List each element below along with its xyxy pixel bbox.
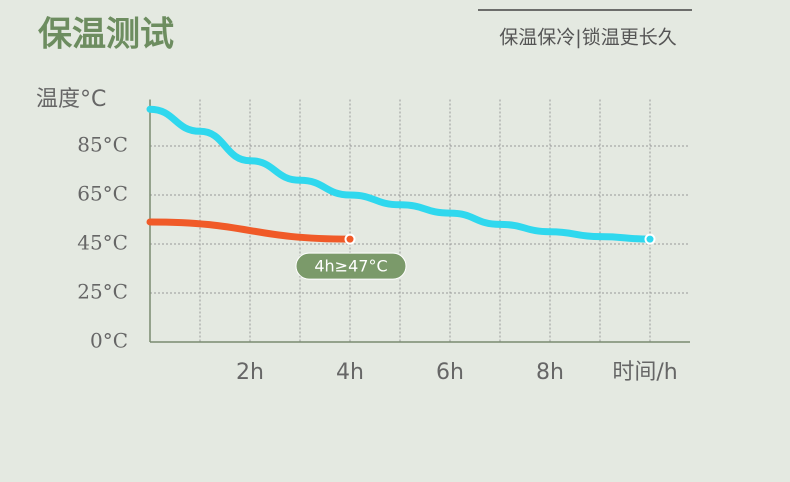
end-dot: [344, 233, 356, 245]
series-line: [146, 218, 354, 243]
title: 保温测试: [38, 15, 174, 55]
annotation: 4h≥47°C: [314, 257, 387, 276]
y-tick-label: 65°C: [77, 182, 128, 206]
x-axis-label: 时间/h: [612, 360, 677, 385]
subtitle: 保温保冷|锁温更长久: [499, 27, 676, 49]
y-tick-label: 0°C: [90, 329, 128, 353]
x-tick-label: 8h: [536, 360, 564, 385]
annotation-pill: [295, 252, 407, 280]
y-tick-label: 25°C: [77, 280, 128, 304]
series-line: [146, 105, 654, 243]
x-tick-label: 2h: [236, 360, 264, 385]
y-axis-label: 温度°C: [36, 87, 106, 112]
x-tick-label: 6h: [436, 360, 464, 385]
y-tick-label: 85°C: [77, 133, 128, 157]
x-tick-label: 4h: [336, 360, 364, 385]
y-tick-label: 45°C: [77, 231, 128, 255]
end-dot: [644, 233, 656, 245]
